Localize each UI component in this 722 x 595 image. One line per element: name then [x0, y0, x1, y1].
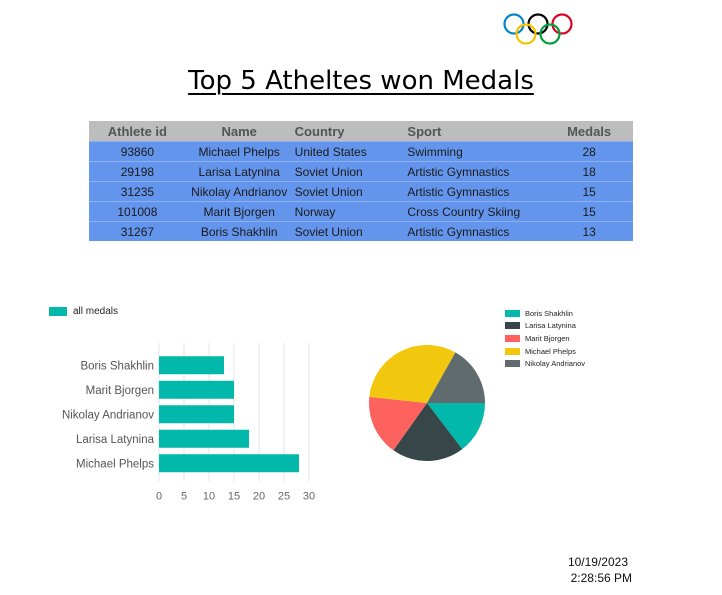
- x-tick-label: 5: [181, 491, 187, 503]
- pie-legend-item[interactable]: Michael Phelps: [505, 345, 585, 358]
- cell-sport: Swimming: [405, 141, 546, 162]
- column-header-country[interactable]: Country: [292, 121, 406, 142]
- report-timestamp: 10/19/2023 2:28:56 PM: [560, 554, 632, 586]
- y-category-label: Larisa Latynina: [76, 434, 155, 446]
- cell-athlete-id: 93860: [89, 141, 186, 162]
- x-tick-label: 15: [228, 491, 240, 503]
- cell-medals: 13: [545, 221, 633, 241]
- column-header-name[interactable]: Name: [185, 121, 293, 142]
- pie-chart-legend[interactable]: Boris Shakhlin Larisa Latynina Marit Bjorg…: [505, 307, 585, 370]
- y-category-label: Boris Shakhlin: [80, 360, 154, 372]
- cell-athlete-id: 101008: [89, 201, 186, 222]
- y-category-label: Marit Bjorgen: [86, 385, 154, 397]
- cell-country: United States: [292, 141, 406, 162]
- report-title: Top 5 Atheltes won Medals: [188, 66, 534, 96]
- cell-name: Michael Phelps: [185, 141, 293, 162]
- legend-label: Michael Phelps: [525, 346, 576, 356]
- column-header-athlete-id[interactable]: Athlete id: [89, 121, 186, 142]
- cell-name: Nikolay Andrianov: [185, 181, 293, 202]
- cell-country: Soviet Union: [292, 161, 406, 182]
- medals-bar-chart[interactable]: 0 5 10 15 20 25 30 Boris Shakhlin Marit Bjorgen N…: [40, 335, 340, 505]
- table-header-row: Athlete id Name Country Sport Medals: [89, 121, 633, 142]
- y-category-label: Nikolay Andrianov: [62, 409, 154, 421]
- legend-swatch: [505, 334, 520, 342]
- bar-chart-legend[interactable]: all medals: [49, 306, 118, 317]
- pie-slice-nikolay-andrianov[interactable]: [427, 352, 485, 403]
- bar-michael-phelps[interactable]: [159, 454, 299, 473]
- legend-swatch: [505, 322, 520, 330]
- legend-label: Nikolay Andrianov: [525, 359, 586, 369]
- pie-legend-item[interactable]: Boris Shakhlin: [505, 307, 585, 320]
- table-row: 93860 Michael Phelps United States Swimm…: [89, 141, 633, 162]
- medals-pie-chart[interactable]: [364, 340, 490, 466]
- legend-label: all medals: [73, 306, 119, 317]
- legend-swatch: [505, 309, 520, 317]
- bar-marit-bjorgen[interactable]: [159, 380, 234, 399]
- pie-legend-item[interactable]: Nikolay Andrianov: [505, 357, 585, 370]
- cell-athlete-id: 31267: [89, 221, 186, 241]
- table-row: 31235 Nikolay Andrianov Soviet Union Art…: [89, 181, 633, 202]
- pie-slice-boris-shakhlin[interactable]: [427, 403, 485, 450]
- cell-sport: Cross Country Skiing: [405, 201, 546, 222]
- cell-medals: 18: [545, 161, 633, 182]
- pie-slice-larisa-latynina[interactable]: [393, 403, 463, 461]
- cell-sport: Artistic Gymnastics: [405, 181, 546, 202]
- cell-name: Boris Shakhlin: [185, 221, 293, 241]
- column-header-sport[interactable]: Sport: [405, 121, 546, 142]
- x-tick-label: 10: [203, 491, 215, 503]
- cell-name: Marit Bjorgen: [185, 201, 293, 222]
- cell-medals: 15: [545, 201, 633, 222]
- cell-medals: 28: [545, 141, 633, 162]
- athletes-table: Athlete id Name Country Sport Medals 938…: [89, 121, 633, 241]
- report-time: 2:28:56 PM: [570, 571, 632, 585]
- y-category-label: Michael Phelps: [76, 458, 154, 470]
- bar-larisa-latynina[interactable]: [159, 429, 249, 448]
- pie-legend-item[interactable]: Larisa Latynina: [505, 320, 585, 333]
- cell-country: Norway: [292, 201, 406, 222]
- column-header-medals[interactable]: Medals: [545, 121, 633, 142]
- legend-swatch: [49, 307, 67, 316]
- bar-boris-shakhlin[interactable]: [159, 356, 224, 375]
- cell-athlete-id: 31235: [89, 181, 186, 202]
- report-date: 10/19/2023: [567, 555, 628, 569]
- legend-swatch: [505, 347, 520, 355]
- legend-swatch: [505, 360, 520, 368]
- x-tick-label: 0: [156, 491, 162, 503]
- cell-country: Soviet Union: [292, 221, 406, 241]
- legend-label: Larisa Latynina: [525, 321, 576, 331]
- cell-sport: Artistic Gymnastics: [405, 161, 546, 182]
- cell-athlete-id: 29198: [89, 161, 186, 182]
- pie-slice-marit-bjorgen[interactable]: [369, 396, 427, 451]
- cell-sport: Artistic Gymnastics: [405, 221, 546, 241]
- table-row: 101008 Marit Bjorgen Norway Cross Countr…: [89, 201, 633, 222]
- cell-name: Larisa Latynina: [185, 161, 293, 182]
- x-tick-label: 25: [278, 491, 290, 503]
- legend-label: Boris Shakhlin: [525, 308, 573, 318]
- table-row: 29198 Larisa Latynina Soviet Union Artis…: [89, 161, 633, 182]
- pie-legend-item[interactable]: Marit Bjorgen: [505, 332, 585, 345]
- olympic-rings-logo: [503, 13, 573, 45]
- x-tick-label: 20: [253, 491, 265, 503]
- x-tick-label: 30: [303, 491, 315, 503]
- legend-label: Marit Bjorgen: [525, 333, 570, 343]
- table-row: 31267 Boris Shakhlin Soviet Union Artist…: [89, 221, 633, 241]
- cell-country: Soviet Union: [292, 181, 406, 202]
- bar-nikolay-andrianov[interactable]: [159, 405, 234, 424]
- cell-medals: 15: [545, 181, 633, 202]
- pie-slice-michael-phelps[interactable]: [369, 345, 456, 403]
